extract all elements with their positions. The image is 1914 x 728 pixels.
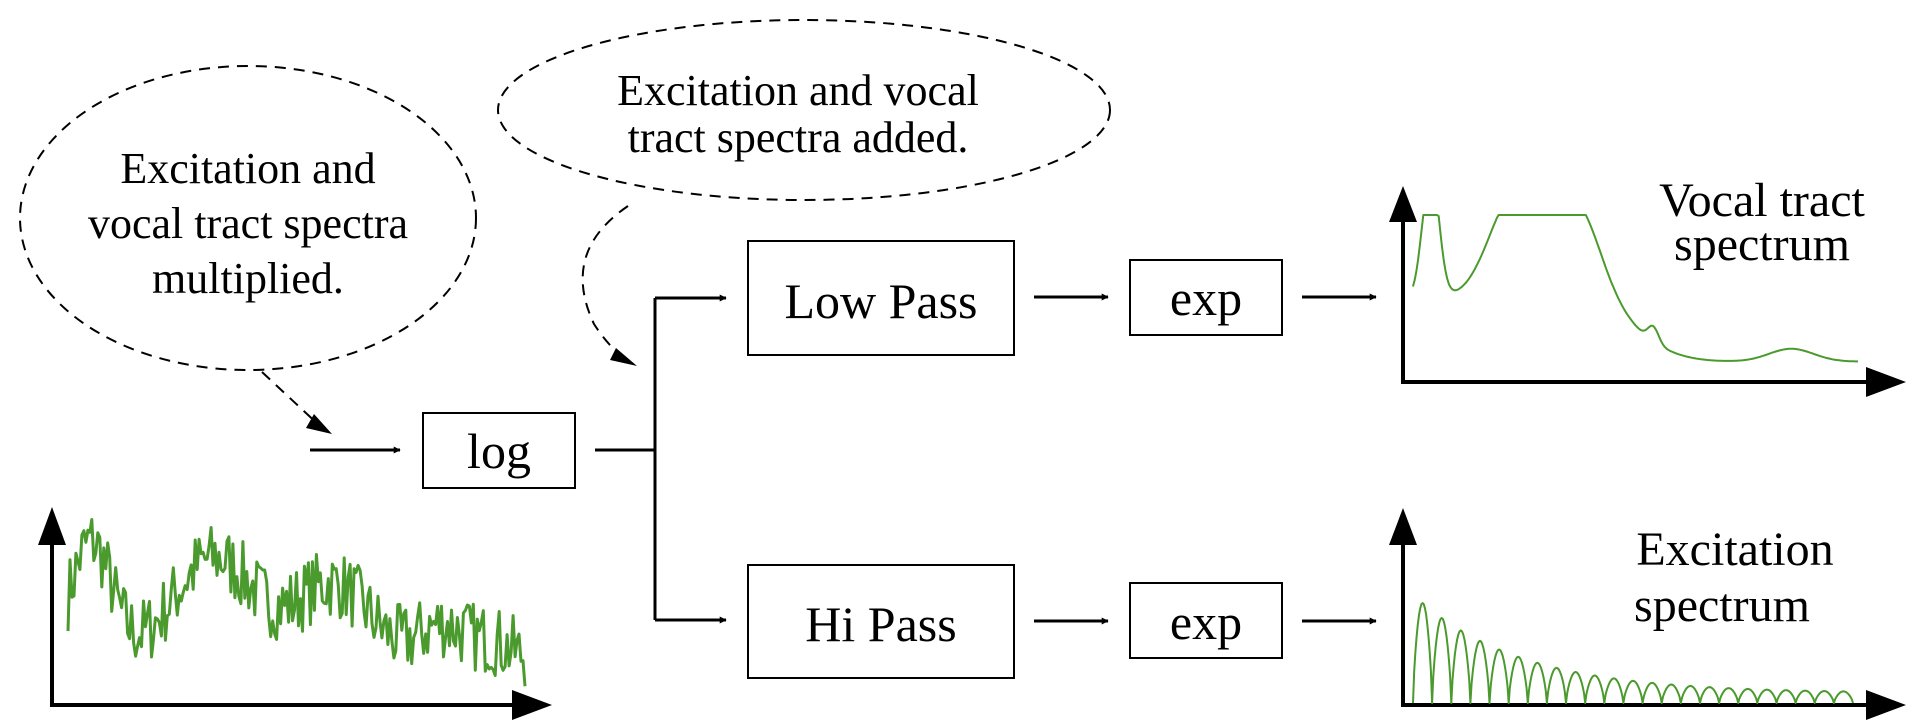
vocal-tract-label-line-1: Vocal tract bbox=[1659, 174, 1865, 227]
input-y-axis-head bbox=[38, 507, 66, 545]
exp-bottom-label: exp bbox=[1170, 594, 1242, 650]
bubble-multiplied-pointer-head bbox=[306, 414, 332, 434]
input-spectrum-curve bbox=[66, 518, 527, 687]
exp-top-box bbox=[1129, 259, 1283, 336]
low-pass-label: Low Pass bbox=[784, 273, 977, 329]
log-label: log bbox=[467, 423, 531, 479]
exp-top-block: exp bbox=[1129, 259, 1283, 336]
input-spectrum-plot bbox=[38, 507, 552, 720]
bubble-multiplied-line-3: multiplied. bbox=[152, 254, 344, 303]
bubble-added-line-1: Excitation and vocal bbox=[617, 66, 979, 115]
exp-bottom-box bbox=[1129, 582, 1283, 659]
exp-top-label: exp bbox=[1170, 270, 1242, 326]
vocal-tract-label-line-2: spectrum bbox=[1674, 218, 1850, 271]
hi-pass-block: Hi Pass bbox=[747, 564, 1015, 679]
excitation-curve bbox=[1412, 602, 1854, 704]
excitation-plot: Excitation spectrum bbox=[1389, 508, 1906, 720]
vocal-tract-y-axis-head bbox=[1389, 186, 1417, 222]
bubble-added-outline bbox=[497, 19, 1111, 201]
bubble-multiplied-pointer bbox=[261, 371, 323, 429]
low-pass-block: Low Pass bbox=[747, 240, 1015, 356]
vocal-tract-plot: Vocal tract spectrum bbox=[1389, 174, 1906, 397]
vocal-tract-x-axis-head bbox=[1866, 367, 1906, 397]
bubble-multiplied-line-1: Excitation and bbox=[120, 144, 375, 193]
bubble-added-pointer-head bbox=[610, 348, 637, 366]
vocal-tract-curve bbox=[1412, 214, 1859, 363]
bubble-added-pointer bbox=[581, 205, 629, 363]
log-box bbox=[422, 412, 576, 489]
exp-bottom-block: exp bbox=[1129, 582, 1283, 659]
bubble-added-line-2: tract spectra added. bbox=[628, 113, 969, 162]
excitation-y-axis-head bbox=[1389, 508, 1417, 545]
input-x-axis-head bbox=[512, 690, 552, 720]
excitation-label-line-1: Excitation bbox=[1636, 523, 1833, 576]
log-block: log bbox=[422, 412, 576, 489]
bubble-multiplied-outline bbox=[19, 65, 477, 371]
bubble-multiplied-line-2: vocal tract spectra bbox=[88, 199, 408, 248]
hi-pass-label: Hi Pass bbox=[805, 596, 956, 652]
excitation-x-axis-head bbox=[1866, 690, 1906, 720]
hi-pass-box bbox=[747, 564, 1015, 679]
bubble-added: Excitation and vocal tract spectra added… bbox=[497, 19, 1111, 366]
low-pass-box bbox=[747, 240, 1015, 356]
excitation-label-line-2: spectrum bbox=[1634, 579, 1810, 632]
bubble-multiplied: Excitation and vocal tract spectra multi… bbox=[19, 65, 477, 434]
